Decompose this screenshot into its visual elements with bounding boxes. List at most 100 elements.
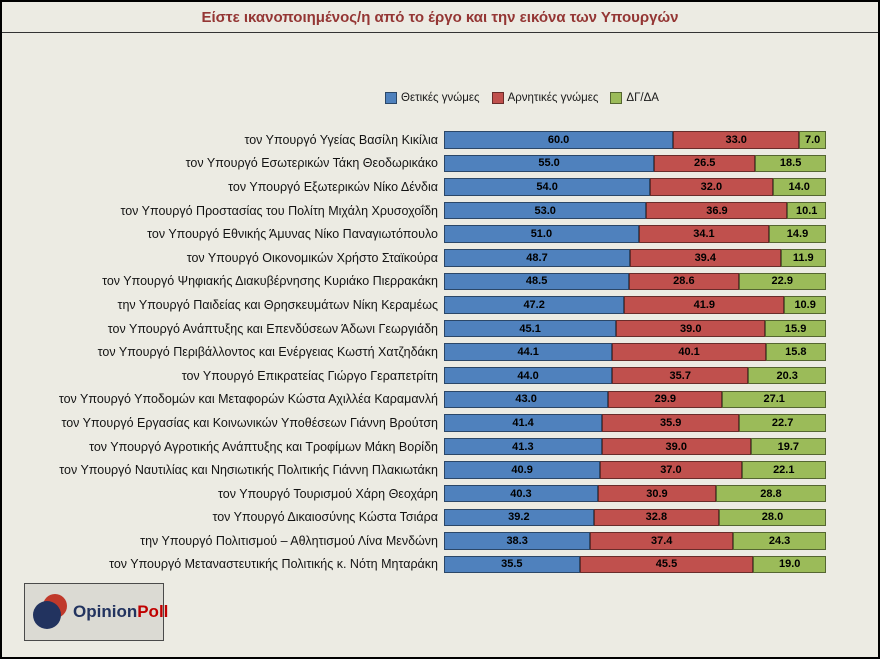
row-label-text: την Υπουργό Πολιτισμού – Αθλητισμού Λίνα…: [140, 533, 438, 548]
bar-segment-dk-da: 14.9: [769, 225, 826, 243]
bar-segment-positive: 41.3: [444, 437, 602, 456]
segment-value: 48.7: [526, 251, 548, 264]
row-label: τον Υπουργό Αγροτικής Ανάπτυξης και Τροφ…: [4, 440, 444, 454]
row-label-text: τον Υπουργό Υγείας Βασίλη Κικίλια: [244, 132, 438, 147]
segment-value: 54.0: [536, 180, 558, 193]
bar-segment-positive: 55.0: [444, 154, 655, 173]
row-label: τον Υπουργό Τουρισμού Χάρη Θεοχάρη: [4, 487, 444, 501]
segment-value: 39.4: [694, 251, 716, 264]
segment-value: 7.0: [804, 133, 821, 146]
row-label: τον Υπουργό Ναυτιλίας και Νησιωτικής Πολ…: [4, 463, 444, 477]
row-label-text: τον Υπουργό Επικρατείας Γιώργο Γεραπετρί…: [181, 368, 438, 383]
segment-value: 35.9: [659, 416, 682, 429]
segment-value: 45.1: [519, 322, 541, 335]
segment-value: 24.3: [768, 534, 791, 547]
segment-value: 48.5: [525, 275, 548, 288]
stacked-bar: 55.0 26.5 18.5: [444, 154, 826, 173]
chart-row: τον Υπουργό Περιβάλλοντος και Ενέργειας …: [4, 340, 874, 364]
row-label: τον Υπουργό Εξωτερικών Νίκο Δένδια: [4, 180, 444, 194]
chart-row: τον Υπουργό Οικονομικών Χρήστο Σταϊκούρα…: [4, 246, 874, 270]
stacked-bar: 60.0 33.0 7.0: [444, 131, 826, 149]
bar-segment-dk-da: 10.1: [787, 201, 826, 220]
segment-value: 19.0: [778, 558, 801, 571]
segment-value: 14.9: [786, 228, 809, 241]
row-label: τον Υπουργό Ανάπτυξης και Επενδύσεων Άδω…: [4, 322, 444, 336]
segment-value: 27.1: [763, 393, 785, 406]
legend-item-2: ΔΓ/ΔΑ: [610, 92, 659, 104]
opinionpoll-logo: OpinionPoll: [24, 583, 168, 641]
segment-value: 47.2: [523, 298, 545, 311]
stacked-bar: 40.3 30.9 28.8: [444, 484, 826, 503]
segment-value: 36.9: [706, 204, 728, 217]
chart-row: τον Υπουργό Εξωτερικών Νίκο Δένδια 54.0 32…: [4, 175, 874, 199]
row-label-text: την Υπουργό Παιδείας και Θρησκευμάτων Νί…: [117, 297, 439, 312]
segment-value: 40.9: [511, 464, 533, 477]
bar-segment-positive: 48.5: [444, 272, 630, 291]
row-label-text: τον Υπουργό Προστασίας του Πολίτη Μιχάλη…: [120, 203, 438, 218]
bar-segment-positive: 48.7: [444, 249, 631, 267]
segment-value: 45.5: [655, 558, 678, 571]
segment-value: 15.9: [784, 322, 807, 335]
bar-segment-negative: 39.0: [616, 319, 766, 338]
chart-rows: τον Υπουργό Υγείας Βασίλη Κικίλια 60.0 33.…: [4, 128, 874, 576]
row-label: τον Υπουργό Εθνικής Άμυνας Νίκο Παναγιωτ…: [4, 227, 444, 241]
chart-row: τον Υπουργό Επικρατείας Γιώργο Γεραπετρί…: [4, 364, 874, 388]
segment-value: 44.1: [517, 346, 539, 359]
bar-segment-negative: 26.5: [654, 154, 756, 173]
bar-segment-positive: 40.3: [444, 484, 598, 503]
bar-segment-positive: 41.4: [444, 414, 603, 432]
segment-value: 20.3: [776, 369, 798, 382]
segment-value: 40.3: [510, 487, 532, 500]
segment-value: 34.1: [693, 228, 715, 241]
row-label: τον Υπουργό Περιβάλλοντος και Ενέργειας …: [4, 345, 444, 359]
row-label: τον Υπουργό Προστασίας του Πολίτη Μιχάλη…: [4, 204, 444, 218]
segment-value: 60.0: [547, 133, 570, 146]
row-label-text: τον Υπουργό Μεταναστευτικής Πολιτικής κ.…: [109, 557, 438, 572]
legend-item-0: Θετικές γνώμες: [385, 92, 480, 104]
segment-value: 14.0: [788, 180, 810, 193]
bar-segment-negative: 30.9: [597, 484, 716, 503]
bar-segment-positive: 39.2: [444, 508, 594, 527]
segment-value: 40.1: [678, 346, 700, 359]
chart-row: τον Υπουργό Τουρισμού Χάρη Θεοχάρη 40.3 30…: [4, 482, 874, 506]
row-label-text: τον Υπουργό Οικονομικών Χρήστο Σταϊκούρα: [186, 250, 438, 265]
stacked-bar: 48.7 39.4 11.9: [444, 249, 826, 267]
segment-value: 33.0: [725, 133, 747, 146]
segment-value: 30.9: [646, 487, 668, 500]
row-label: την Υπουργό Πολιτισμού – Αθλητισμού Λίνα…: [4, 534, 444, 548]
bar-segment-negative: 29.9: [608, 390, 723, 409]
segment-value: 39.0: [680, 322, 702, 335]
bar-segment-negative: 35.7: [612, 366, 749, 385]
bar-segment-positive: 43.0: [444, 390, 609, 409]
stacked-bar: 38.3 37.4 24.3: [444, 532, 826, 550]
segment-value: 41.4: [512, 416, 534, 429]
segment-value: 37.4: [651, 534, 673, 547]
segment-value: 37.0: [660, 464, 682, 477]
chart-row: τον Υπουργό Εργασίας και Κοινωνικών Υποθ…: [4, 411, 874, 435]
opinionpoll-logo-text: OpinionPoll: [73, 602, 168, 622]
logo-text-opinion: Opinion: [73, 602, 138, 621]
bar-segment-negative: 39.4: [630, 249, 781, 267]
segment-value: 39.0: [665, 440, 687, 453]
row-label: τον Υπουργό Υγείας Βασίλη Κικίλια: [4, 133, 444, 147]
chart-row: τον Υπουργό Μεταναστευτικής Πολιτικής κ.…: [4, 553, 874, 577]
row-label: τον Υπουργό Οικονομικών Χρήστο Σταϊκούρα: [4, 251, 444, 265]
row-label-text: τον Υπουργό Περιβάλλοντος και Ενέργειας …: [97, 345, 438, 360]
segment-value: 35.5: [501, 558, 523, 571]
row-label: τον Υπουργό Δικαιοσύνης Κώστα Τσιάρα: [4, 510, 444, 524]
segment-value: 26.5: [693, 157, 716, 170]
segment-value: 15.8: [785, 346, 807, 359]
bar-segment-negative: 32.8: [593, 508, 720, 527]
segment-value: 39.2: [508, 511, 530, 524]
chart-row: την Υπουργό Παιδείας και Θρησκευμάτων Νί…: [4, 293, 874, 317]
legend-swatch-icon: [491, 92, 504, 104]
segment-value: 41.9: [693, 298, 716, 311]
bar-segment-negative: 32.0: [650, 178, 773, 196]
row-label: την Υπουργό Παιδείας και Θρησκευμάτων Νί…: [4, 298, 444, 312]
bar-segment-dk-da: 19.0: [753, 555, 826, 574]
stacked-bar: 44.0 35.7 20.3: [444, 366, 826, 385]
logo-text-poll: Poll: [137, 602, 169, 621]
bar-segment-positive: 45.1: [444, 319, 617, 338]
bar-segment-negative: 40.1: [612, 343, 766, 361]
chart-row: τον Υπουργό Ναυτιλίας και Νησιωτικής Πολ…: [4, 458, 874, 482]
